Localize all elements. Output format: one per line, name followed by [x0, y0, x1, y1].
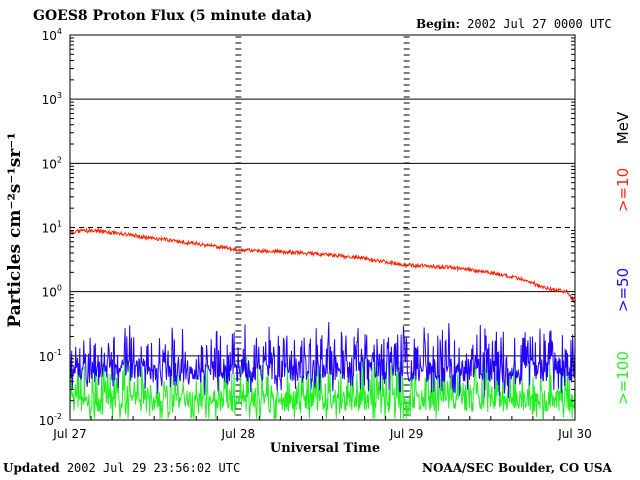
x-tick-label: Jul 28 — [221, 427, 256, 441]
series-line-100 — [69, 356, 576, 420]
day-separator-lines — [235, 36, 410, 416]
y-tick-label: 102 — [42, 155, 62, 171]
y-tick-label: 10-1 — [39, 348, 62, 364]
updated-timestamp: Updated 2002 Jul 29 23:56:02 UTC — [3, 461, 240, 476]
updated-value: 2002 Jul 29 23:56:02 UTC — [66, 461, 241, 475]
y-tick-label: 104 — [42, 27, 62, 43]
series-layer — [69, 227, 576, 420]
series-line-50 — [69, 321, 576, 398]
y-axis-label: Particles cm⁻²s⁻¹sr⁻¹ — [5, 132, 25, 327]
chart-title: GOES8 Proton Flux (5 minute data) — [33, 8, 313, 24]
updated-label: Updated — [3, 461, 60, 475]
y-tick-label: 10-2 — [39, 412, 62, 428]
begin-timestamp: Begin: 2002 Jul 27 0000 UTC — [416, 17, 612, 32]
legend-unit: MeV — [614, 111, 632, 144]
legend-series-50: >=50 — [614, 268, 632, 312]
x-axis: Jul 27 Jul 28 Jul 29 Jul 30 — [52, 416, 592, 441]
series-line-10 — [69, 227, 576, 304]
x-tick-label: Jul 29 — [389, 427, 424, 441]
legend: MeV >=10 >=50 >=100 — [614, 111, 632, 405]
begin-value: 2002 Jul 27 0000 UTC — [467, 17, 612, 31]
credit-line: NOAA/SEC Boulder, CO USA — [422, 461, 612, 475]
begin-label: Begin: — [416, 17, 460, 31]
legend-series-10: >=10 — [614, 168, 632, 212]
y-tick-label: 101 — [42, 220, 62, 236]
y-axis: 104 103 102 101 100 10-1 10-2 — [39, 27, 575, 428]
x-axis-label: Universal Time — [270, 441, 380, 456]
y-tick-label: 103 — [42, 91, 62, 107]
y-tick-label: 100 — [42, 284, 62, 300]
x-tick-label: Jul 27 — [52, 427, 87, 441]
x-tick-label: Jul 30 — [557, 427, 592, 441]
legend-series-100: >=100 — [614, 351, 632, 405]
